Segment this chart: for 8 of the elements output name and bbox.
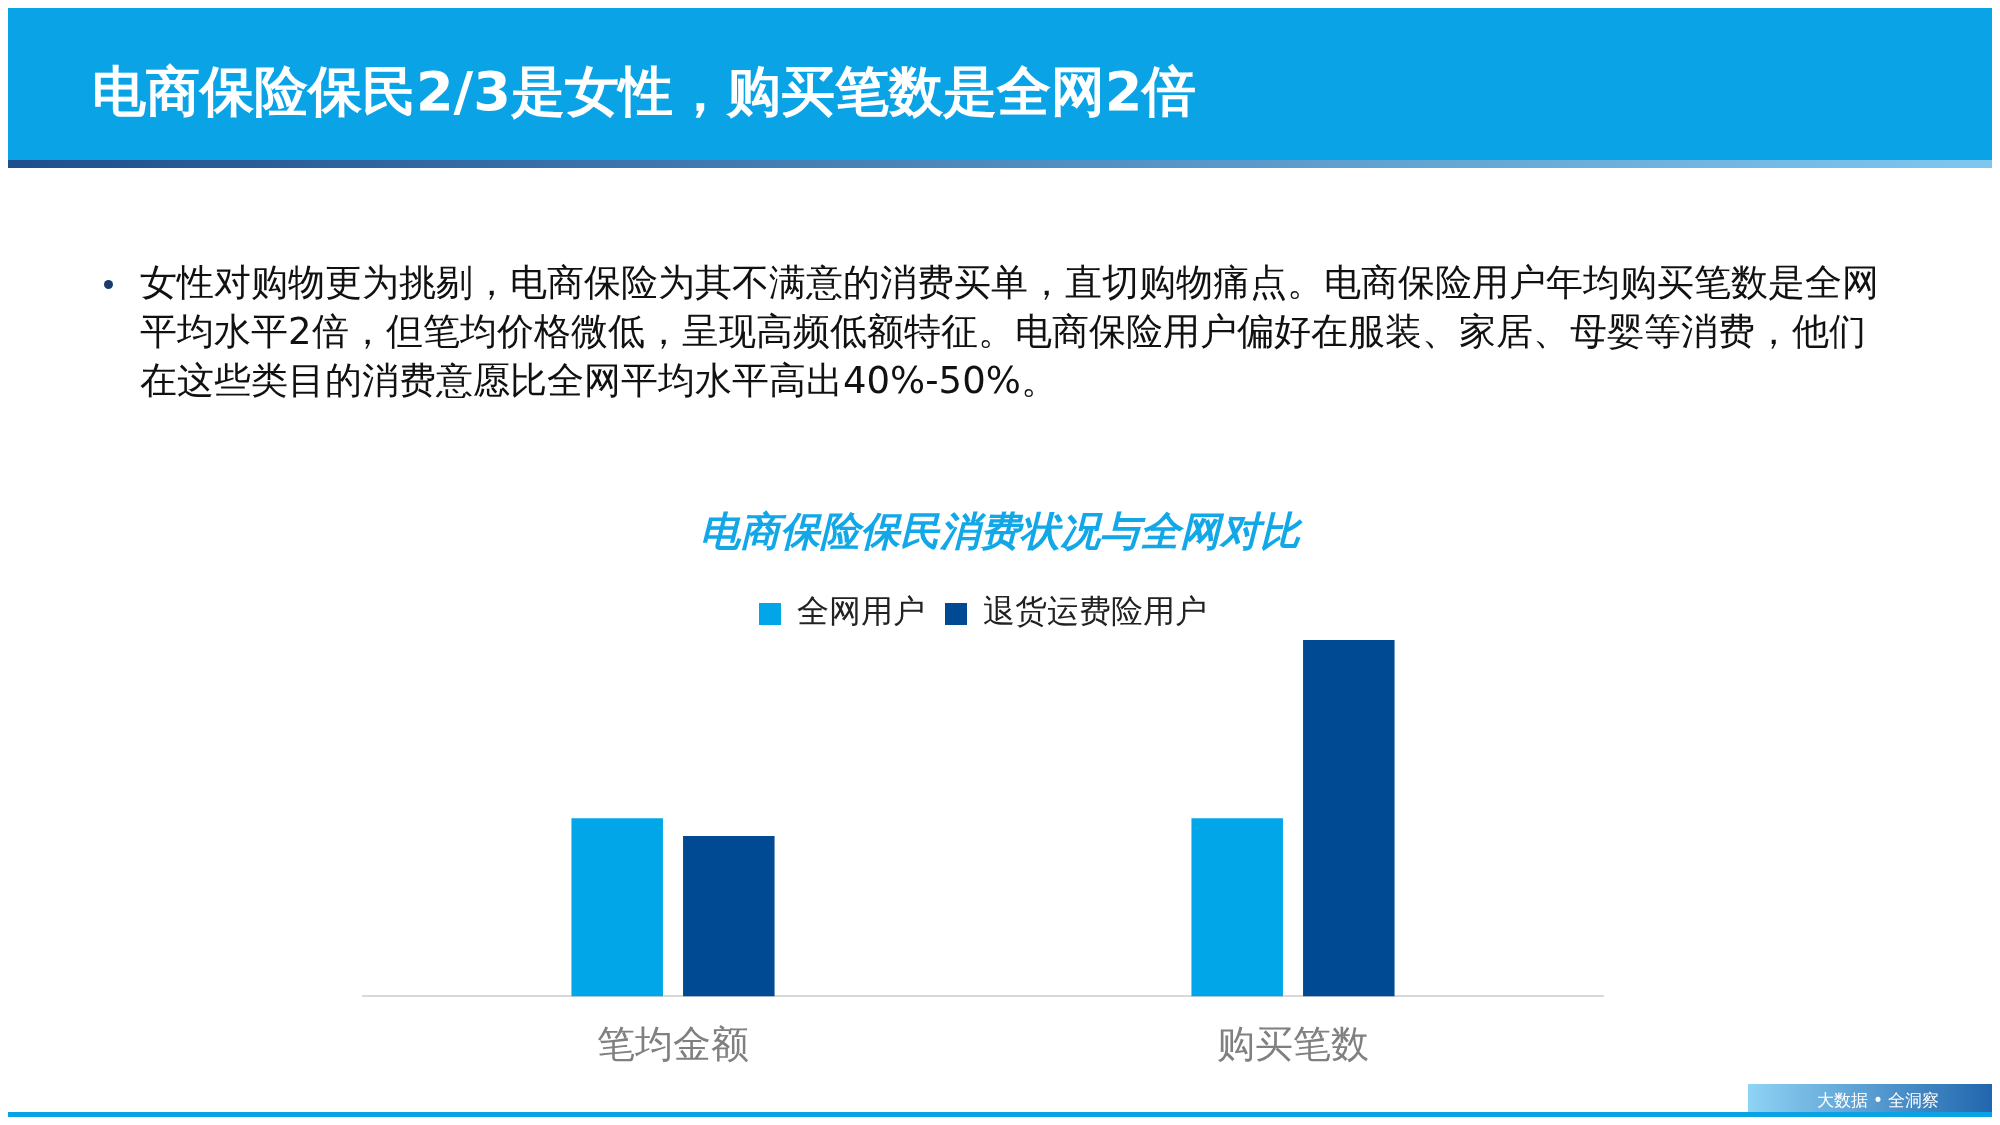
- text: 女性对购物更为挑剔，电商保险为其不满意的消费买单，直切购物痛点。电商保险用户年均购买笔数是全网平均水平2倍，但笔均价格微低，呈现高频低额特征。电商保险用户偏好在服装、家居、母婴等消费，他们在这些类目的消费意愿比全网平均水平高出40%-50%。: [140, 260, 1880, 404]
- chart-title: 电商保险保民2/3是女性，购买笔数是全网2倍: [92, 59, 1197, 125]
- x-tick-label: 购买笔数: [1217, 1022, 1369, 1067]
- chart-subtitle: 电商保险保民消费状况与全网对比: [699, 507, 1304, 556]
- x-tick-label: 笔均金额: [597, 1022, 749, 1067]
- legend-label: 全网用户: [797, 592, 925, 631]
- legend-label: 退货运费险用户: [983, 592, 1207, 631]
- text: 大数据 • 全洞察: [1815, 1089, 1941, 1112]
